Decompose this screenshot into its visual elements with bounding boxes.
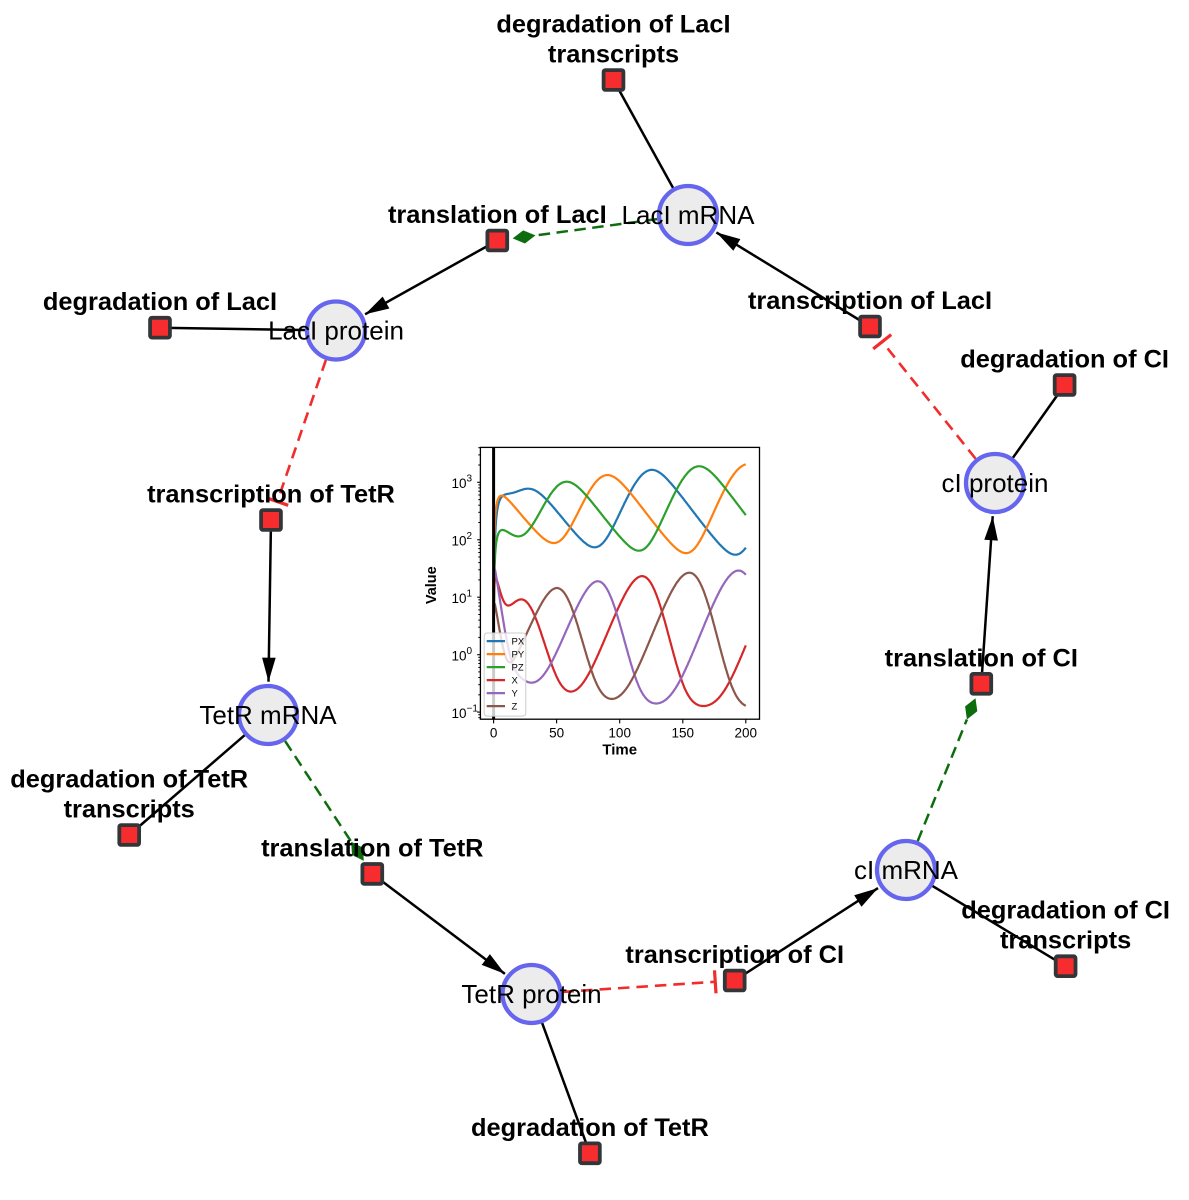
svg-text:Time: Time bbox=[602, 742, 637, 759]
svg-text:transcription of CI: transcription of CI bbox=[625, 941, 844, 969]
svg-text:LacI protein: LacI protein bbox=[268, 316, 404, 346]
svg-text:translation of TetR: translation of TetR bbox=[261, 834, 483, 862]
svg-text:X: X bbox=[512, 676, 519, 687]
svg-text:50: 50 bbox=[549, 726, 564, 741]
svg-text:100: 100 bbox=[608, 726, 631, 741]
svg-text:cI mRNA: cI mRNA bbox=[854, 855, 959, 885]
svg-text:Y: Y bbox=[512, 689, 519, 700]
svg-text:transcription of TetR: transcription of TetR bbox=[147, 481, 395, 509]
svg-text:cI protein: cI protein bbox=[942, 468, 1049, 498]
svg-text:transcripts: transcripts bbox=[1000, 927, 1131, 955]
svg-text:transcripts: transcripts bbox=[64, 796, 195, 824]
svg-text:transcripts: transcripts bbox=[548, 41, 679, 69]
svg-text:translation of CI: translation of CI bbox=[885, 644, 1078, 672]
svg-text:degradation of TetR: degradation of TetR bbox=[10, 766, 248, 794]
svg-text:TetR protein: TetR protein bbox=[461, 979, 601, 1009]
svg-text:0: 0 bbox=[490, 726, 498, 741]
svg-text:Z: Z bbox=[512, 702, 518, 713]
svg-text:PX: PX bbox=[512, 637, 525, 648]
svg-text:degradation of LacI: degradation of LacI bbox=[496, 11, 730, 39]
svg-text:200: 200 bbox=[735, 726, 758, 741]
svg-text:150: 150 bbox=[672, 726, 695, 741]
svg-text:degradation of CI: degradation of CI bbox=[961, 897, 1170, 925]
svg-text:PY: PY bbox=[512, 650, 525, 661]
svg-text:PZ: PZ bbox=[512, 663, 524, 674]
svg-text:TetR mRNA: TetR mRNA bbox=[199, 700, 337, 730]
svg-text:degradation of TetR: degradation of TetR bbox=[471, 1114, 709, 1142]
svg-text:degradation of CI: degradation of CI bbox=[960, 346, 1169, 374]
svg-text:Value: Value bbox=[424, 566, 440, 604]
svg-text:translation of LacI: translation of LacI bbox=[388, 201, 607, 229]
svg-text:LacI mRNA: LacI mRNA bbox=[622, 200, 756, 230]
svg-text:transcription of LacI: transcription of LacI bbox=[748, 287, 992, 315]
svg-text:degradation of LacI: degradation of LacI bbox=[43, 288, 277, 316]
